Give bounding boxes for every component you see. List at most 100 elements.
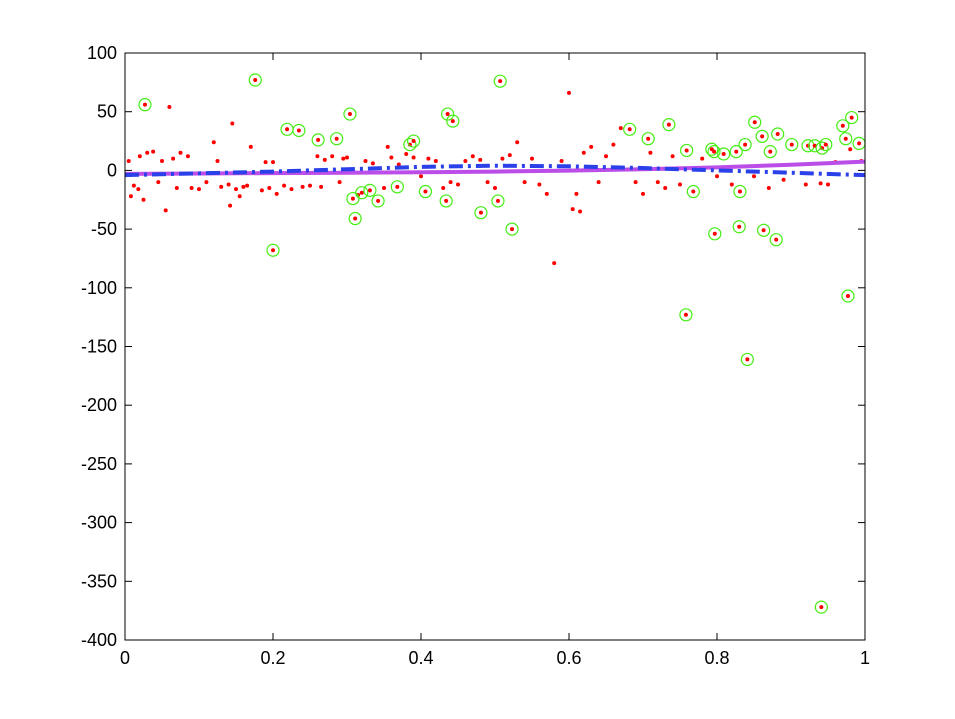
outlier-dot — [445, 112, 450, 117]
outlier-ring — [679, 308, 693, 322]
outlier-ring — [343, 107, 357, 121]
fit-line — [124, 159, 866, 176]
data-point — [219, 184, 224, 189]
outlier-dot — [819, 605, 824, 610]
outlier-dot — [423, 189, 428, 194]
outlier-dot — [495, 198, 500, 203]
outlier-point — [785, 137, 799, 152]
outlier-ring — [845, 110, 859, 125]
outlier-dot — [712, 231, 717, 236]
data-point — [126, 159, 131, 164]
data-point — [330, 154, 335, 159]
data-point — [370, 161, 375, 166]
outlier-point — [819, 137, 833, 152]
data-point — [670, 154, 675, 159]
data-point — [230, 121, 235, 126]
data-point — [655, 180, 660, 185]
outlier-point — [733, 184, 747, 199]
data-point — [604, 154, 608, 159]
outlier-dot — [840, 123, 845, 128]
x-tick-label: 1 — [860, 648, 870, 668]
outlier-ring — [138, 98, 152, 112]
outlier-dot — [684, 148, 689, 153]
outlier-point — [662, 118, 676, 132]
y-tick-label: 0 — [107, 160, 117, 180]
data-point — [581, 150, 586, 155]
data-point — [678, 182, 682, 187]
data-point — [385, 144, 390, 149]
data-point — [141, 197, 146, 202]
data-point — [493, 186, 497, 191]
data-point — [611, 142, 616, 147]
data-point — [848, 147, 853, 152]
data-point — [803, 182, 808, 187]
outlier-ring — [705, 142, 719, 156]
plot-area — [125, 53, 865, 640]
outlier-ring — [371, 194, 385, 208]
data-point — [766, 186, 771, 191]
outlier-point — [623, 122, 637, 136]
outlier-point — [363, 183, 377, 197]
outlier-dot — [271, 248, 275, 253]
outlier-dot — [334, 136, 339, 141]
data-point — [237, 194, 242, 199]
outlier-dot — [350, 196, 355, 201]
outlier-dot — [760, 134, 765, 139]
outlier-point — [738, 137, 752, 152]
outlier-point — [330, 132, 344, 146]
outlier-ring — [363, 183, 377, 197]
y-tick-label: 50 — [97, 102, 117, 122]
data-point — [441, 186, 446, 191]
data-point — [300, 184, 305, 189]
y-tick-label: -100 — [81, 278, 117, 298]
outlier-dot — [768, 149, 773, 154]
outlier-point — [757, 223, 771, 237]
data-point — [245, 183, 250, 188]
outlier-ring — [348, 211, 362, 226]
data-point — [151, 149, 156, 154]
outlier-dot — [253, 78, 258, 83]
outlier-point — [769, 233, 783, 247]
data-point — [228, 203, 233, 208]
data-point — [826, 182, 830, 187]
data-point — [500, 156, 505, 161]
outlier-point — [505, 222, 519, 236]
outlier-dot — [752, 120, 757, 125]
data-point — [211, 140, 216, 145]
outlier-point — [390, 180, 404, 194]
outlier-ring — [757, 223, 771, 237]
outlier-dot — [367, 188, 372, 193]
outlier-point — [839, 132, 853, 146]
outlier-dot — [646, 136, 651, 141]
data-point — [382, 186, 386, 191]
outlier-ring — [493, 74, 507, 88]
data-point — [537, 182, 542, 187]
outlier-ring — [311, 133, 325, 147]
outlier-ring — [292, 123, 306, 138]
outlier-ring — [390, 180, 404, 194]
outlier-ring — [732, 220, 746, 234]
data-point — [171, 156, 176, 161]
outlier-ring — [841, 289, 855, 303]
data-point — [131, 183, 136, 188]
outlier-ring — [740, 352, 754, 367]
outlier-ring — [418, 184, 433, 199]
outlier-ring — [439, 194, 453, 208]
outlier-point — [311, 133, 325, 147]
x-tick-label: 0.2 — [260, 648, 285, 668]
data-point — [263, 160, 268, 165]
data-point — [282, 183, 287, 188]
y-tick-label: -300 — [81, 513, 117, 533]
data-point — [570, 207, 575, 212]
y-tick-label: -350 — [81, 571, 117, 591]
outlier-ring — [505, 222, 519, 236]
outlier-dot — [721, 151, 726, 156]
y-tick-label: -250 — [81, 454, 117, 474]
outlier-dot — [843, 136, 848, 141]
outlier-dot — [510, 227, 515, 232]
data-point — [215, 159, 220, 164]
data-point — [234, 187, 238, 192]
outlier-ring — [815, 141, 829, 155]
outlier-point — [771, 127, 785, 141]
